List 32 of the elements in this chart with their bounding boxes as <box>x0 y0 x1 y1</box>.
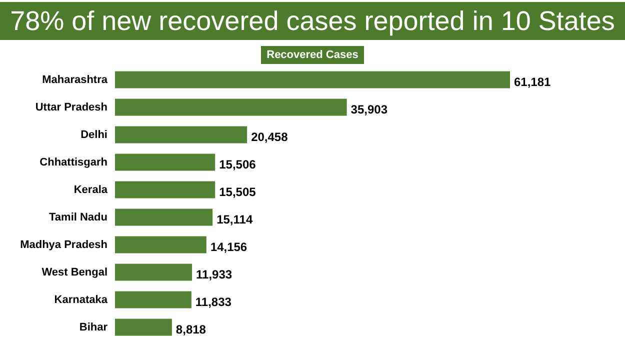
bar <box>115 208 213 226</box>
bar <box>115 291 192 308</box>
bar <box>115 98 347 116</box>
bar <box>115 126 248 144</box>
data-label: 15,505 <box>219 184 256 199</box>
bar <box>115 264 192 281</box>
y-tick-label: Maharashtra <box>42 74 108 86</box>
y-tick-label: Karnataka <box>54 294 108 306</box>
y-tick-label: Madhya Pradesh <box>20 238 108 251</box>
bar <box>115 181 216 198</box>
data-label: 11,933 <box>196 267 232 282</box>
data-label: 35,903 <box>350 102 388 116</box>
bar <box>115 154 216 171</box>
y-tick-label: Chhattisgarh <box>40 156 108 168</box>
bar <box>115 71 510 88</box>
chart-title: 78% of new recovered cases reported in 10 States <box>0 2 625 40</box>
y-tick-label: Tamil Nadu <box>49 211 108 224</box>
y-tick-label: Delhi <box>80 128 108 141</box>
chart-subtitle: Recovered Cases <box>260 46 364 64</box>
bar <box>115 236 206 254</box>
y-tick-label: Uttar Pradesh <box>35 101 108 114</box>
data-label: 8,818 <box>176 322 206 336</box>
data-label: 14,156 <box>210 240 248 254</box>
data-label: 15,506 <box>219 157 256 172</box>
data-label: 11,833 <box>195 294 232 309</box>
y-tick-label: Bihar <box>79 321 108 334</box>
data-label: 61,181 <box>514 74 552 89</box>
data-label: 15,114 <box>216 212 253 226</box>
data-label: 20,458 <box>251 130 288 144</box>
bar <box>115 318 172 336</box>
y-tick-label: Kerala <box>74 184 108 196</box>
y-tick-label: West Bengal <box>42 266 108 278</box>
